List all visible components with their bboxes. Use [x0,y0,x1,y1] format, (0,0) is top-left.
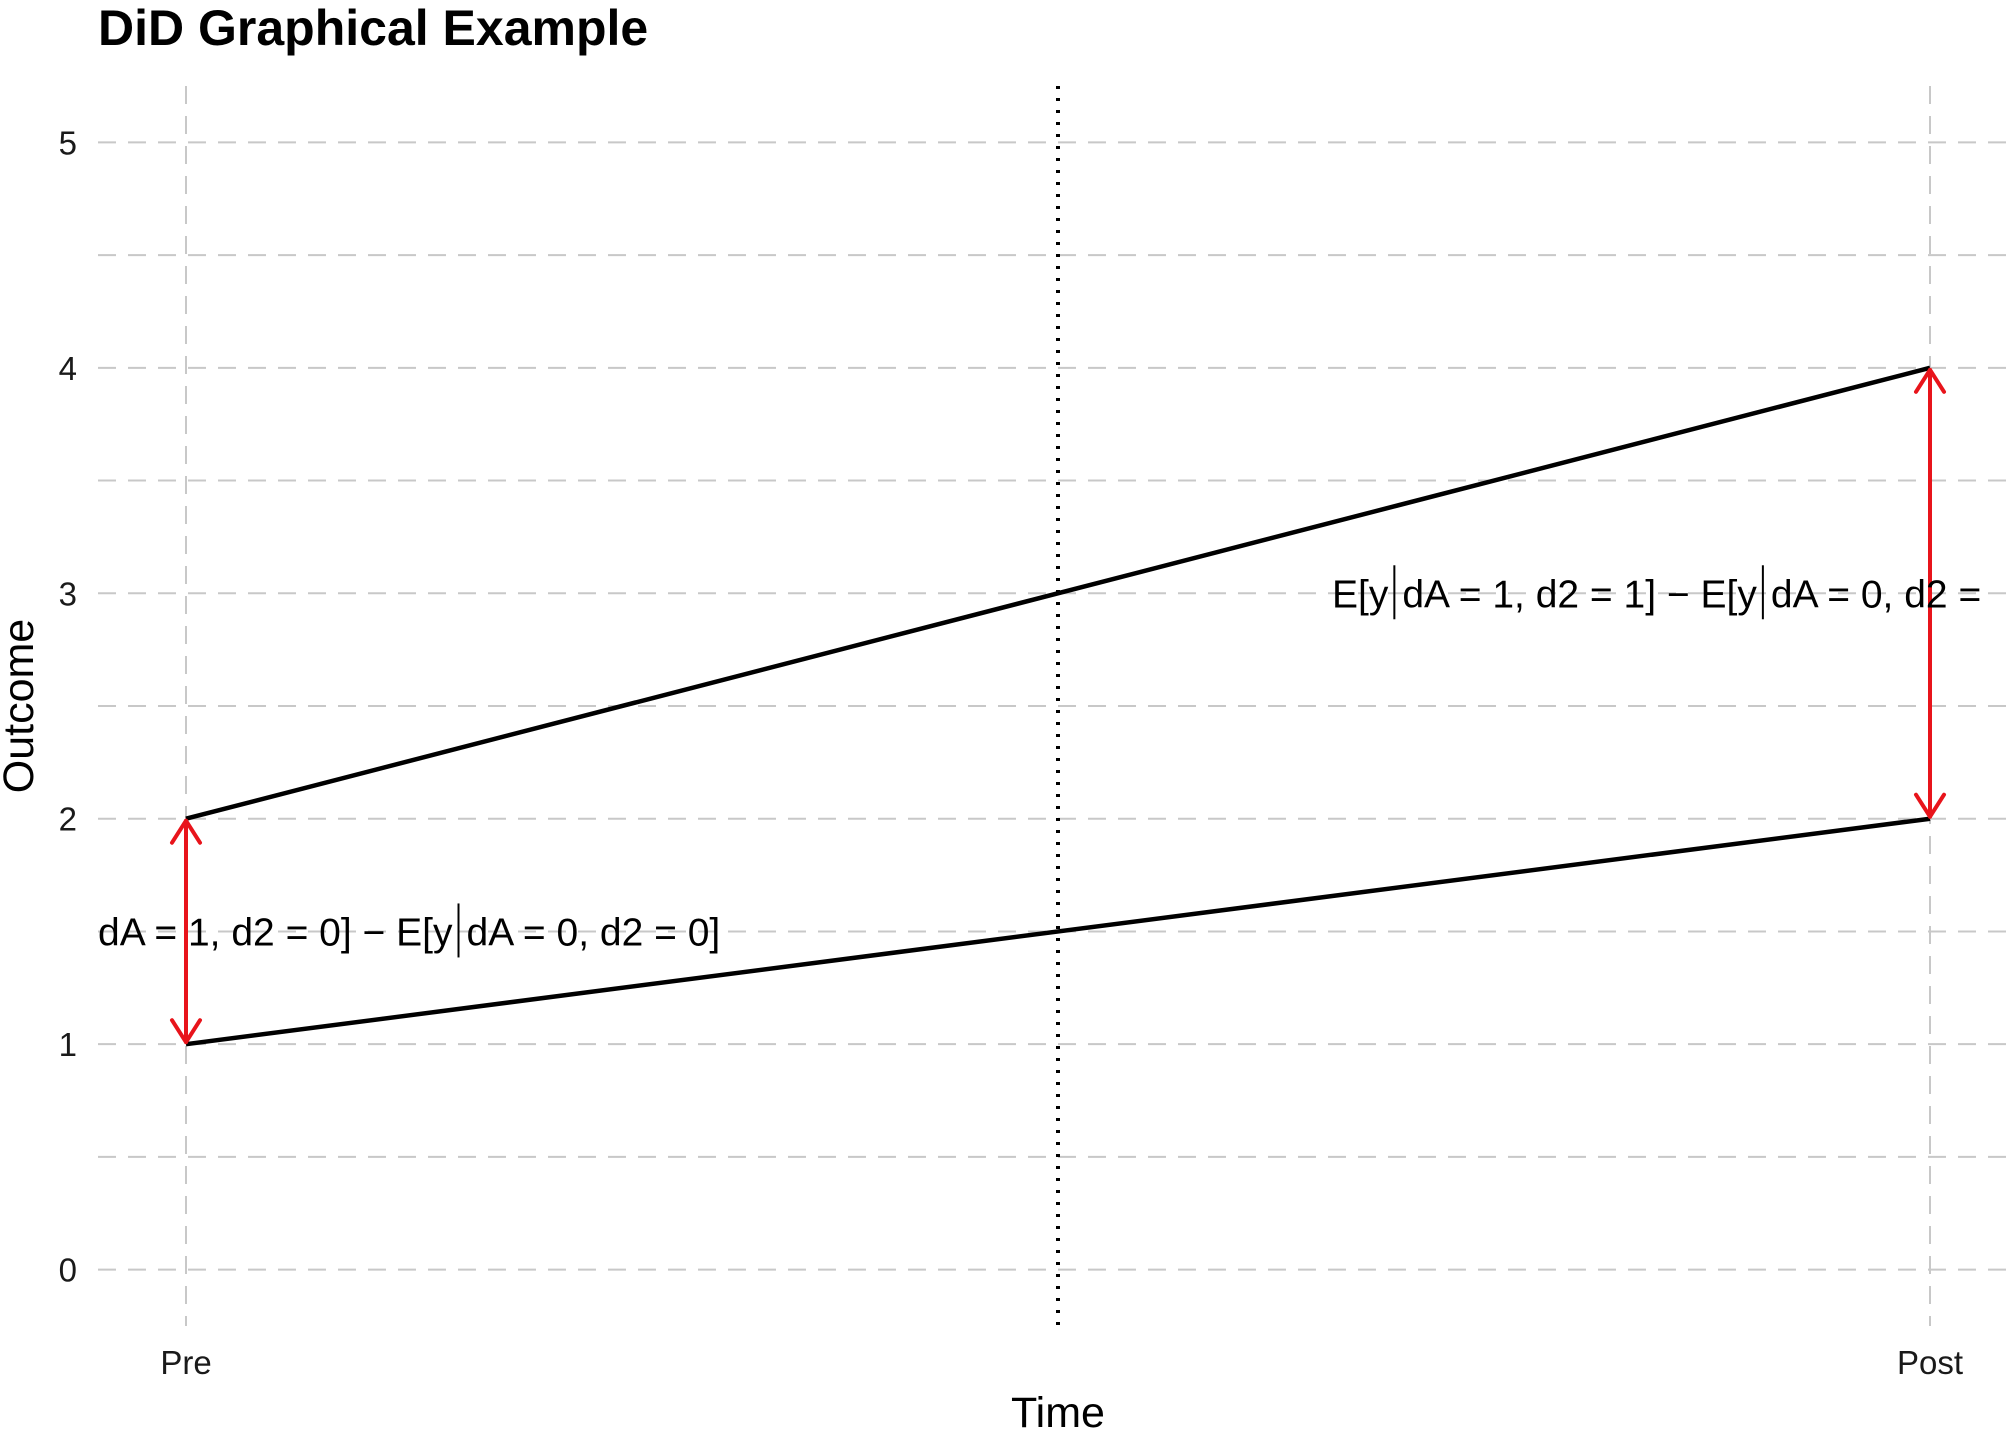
difference-label-post: E[y dA = 1, d2 = 1] − E[y dA = 0, d2 = [1332,565,1981,620]
x-axis-title: Time [1011,1389,1105,1437]
y-tick-label: 0 [59,1252,77,1289]
y-tick-label: 5 [59,124,77,161]
arrow-head-bottom-pre [170,1018,202,1045]
chart-title: DiD Graphical Example [98,0,648,56]
difference-label-part: dA = 1, d2 = 1] − E[y [1402,573,1757,616]
y-tick-label: 1 [59,1026,77,1063]
y-axis-title: Outcome [0,619,43,793]
arrow-head-top-post [1914,367,1946,394]
difference-label-part: dA = 1, d2 = 0] − E[y [98,911,453,954]
annotation-layer: dA = 1, d2 = 0] − E[y dA = 0, d2 = 0] E[y d… [98,367,1981,1045]
x-tick-label-pre: Pre [160,1344,211,1381]
y-tick-label: 2 [59,801,77,838]
series-line-2 [185,816,1931,1047]
y-tick-label: 4 [59,350,77,387]
difference-label-pre: dA = 1, d2 = 0] − E[y dA = 0, d2 = 0] [98,903,721,958]
series-layer [185,86,1931,1326]
difference-annotation-pre: dA = 1, d2 = 0] − E[y dA = 0, d2 = 0] [98,818,721,1045]
series-line-1 [185,365,1931,821]
tick-layer: 0 1 2 3 4 5 Pre Post [59,124,1963,1381]
x-tick-label-post: Post [1897,1344,1963,1381]
y-tick-label: 3 [59,575,77,612]
difference-label-part: E[y [1332,573,1389,616]
difference-label-part: dA = 0, d2 = 0] [467,911,721,954]
difference-annotation-post: E[y dA = 1, d2 = 1] − E[y dA = 0, d2 = [1332,367,1981,819]
difference-label-part: dA = 0, d2 = [1771,573,1981,616]
grid-layer [98,86,2016,1326]
arrow-head-top-pre [170,818,202,845]
arrow-head-bottom-post [1914,792,1946,819]
